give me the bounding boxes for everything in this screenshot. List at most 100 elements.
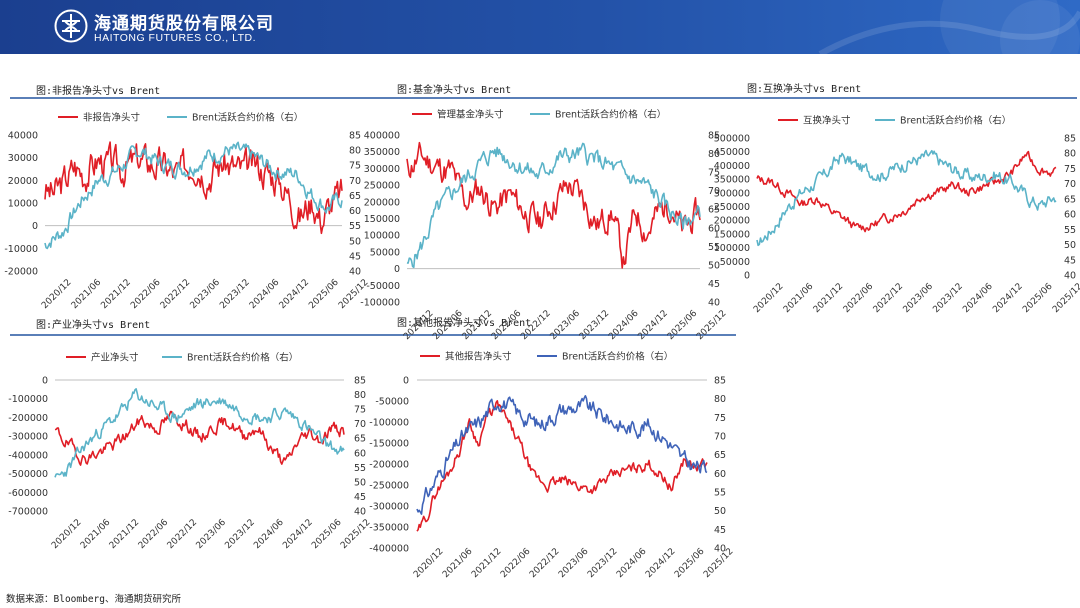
banner-decoration-icon: [818, 0, 1080, 54]
left-axis-tick: -200000: [369, 460, 409, 471]
x-axis-tick: 2022/12: [872, 282, 906, 316]
right-axis-tick: 80: [714, 394, 726, 405]
left-axis-tick: 250000: [714, 202, 750, 213]
x-axis-tick: 2023/12: [218, 278, 252, 312]
right-axis-tick: 85: [1064, 134, 1076, 145]
right-axis-tick: 65: [708, 205, 720, 216]
left-axis-tick: -600000: [8, 488, 48, 499]
chart-title-producer: 图:产业净头寸vs Brent: [36, 320, 151, 331]
left-axis-tick: 100000: [714, 243, 750, 254]
x-axis-tick: 2023/12: [223, 518, 257, 552]
series-line-position: [416, 399, 708, 532]
left-axis-tick: 150000: [714, 229, 750, 240]
right-axis-tick: 55: [708, 242, 720, 253]
section-divider-top: [10, 97, 1077, 99]
right-axis-tick: 65: [354, 434, 366, 445]
legend-label: 产业净头寸: [91, 352, 139, 364]
x-axis-tick: 2021/06: [79, 517, 113, 551]
chart-producer: -700000 -600000 -500000 -400000 -300000 -2000…: [8, 352, 372, 552]
x-axis-tick: 2025/06: [1021, 281, 1055, 315]
x-axis-tick: 2022/06: [490, 308, 524, 342]
x-axis-tick: 2021/06: [70, 277, 104, 311]
right-axis-tick: 40: [1064, 271, 1076, 282]
left-axis-tick: 0: [394, 264, 400, 275]
left-axis-tick: 200000: [714, 216, 750, 227]
left-axis-tick: 20000: [8, 176, 38, 187]
right-axis-tick: 85: [354, 376, 366, 387]
legend-label: 管理基金净头寸: [437, 109, 504, 121]
x-axis-tick: 2024/06: [607, 308, 641, 342]
left-axis-tick: 150000: [364, 214, 400, 225]
series-line-position: [44, 141, 343, 235]
x-axis-tick: 2022/12: [528, 547, 562, 581]
right-axis-tick: 75: [354, 405, 366, 416]
x-axis-tick: 2023/06: [189, 277, 223, 311]
right-axis-tick: 45: [708, 279, 720, 290]
x-axis-tick: 2020/12: [50, 518, 84, 552]
chart-title-nonreport: 图:非报告净头寸vs Brent: [36, 86, 161, 97]
right-axis-tick: 55: [714, 488, 726, 499]
x-axis-tick: 2021/06: [431, 308, 465, 342]
left-axis-tick: 0: [403, 376, 409, 387]
x-axis-tick: 2025/06: [666, 308, 700, 342]
right-axis-tick: 50: [714, 506, 726, 517]
right-axis-tick: 45: [714, 525, 726, 536]
right-axis-tick: 60: [349, 206, 361, 217]
left-axis-tick: -100000: [360, 298, 400, 309]
chart-title-swap: 图:互换净头寸vs Brent: [747, 84, 862, 95]
left-axis-tick: 300000: [364, 164, 400, 175]
right-axis-tick: 45: [354, 492, 366, 503]
legend-label: Brent活跃合约价格（右）: [900, 115, 1011, 127]
left-axis-tick: 450000: [714, 147, 750, 158]
right-axis-tick: 55: [1064, 225, 1076, 236]
x-axis-tick: 2023/12: [586, 547, 620, 581]
x-axis-tick: 2022/12: [166, 518, 200, 552]
x-axis-tick: 2021/06: [441, 546, 475, 580]
left-axis-tick: -10000: [4, 244, 38, 255]
left-axis-tick: 350000: [364, 147, 400, 158]
left-axis-tick: 250000: [364, 181, 400, 192]
right-axis-tick: 40: [714, 544, 726, 555]
x-axis-tick: 2021/12: [108, 518, 142, 552]
x-axis-tick: 2024/12: [281, 518, 315, 552]
left-axis-tick: 300000: [714, 188, 750, 199]
chart-title-managed: 图:基金净头寸vs Brent: [397, 85, 512, 96]
x-axis-tick: 2025/12: [1051, 282, 1080, 316]
right-axis-tick: 50: [1064, 240, 1076, 251]
x-axis-tick: 2021/06: [782, 281, 816, 315]
right-axis-tick: 75: [714, 413, 726, 424]
left-axis-tick: 10000: [8, 199, 38, 210]
x-axis-tick: 2024/06: [961, 281, 995, 315]
right-axis-tick: 60: [708, 223, 720, 234]
left-axis-tick: 400000: [364, 131, 400, 142]
x-axis-tick: 2025/06: [673, 546, 707, 580]
series-line-position: [756, 150, 1057, 233]
left-axis-tick: -400000: [8, 450, 48, 461]
right-axis-tick: 60: [354, 448, 366, 459]
x-axis-tick: 2025/12: [339, 518, 373, 552]
left-axis-tick: -350000: [369, 523, 409, 534]
x-axis-tick: 2024/12: [636, 309, 670, 343]
series-line-brent: [54, 387, 345, 478]
right-axis-tick: 75: [1064, 164, 1076, 175]
legend-label: Brent活跃合约价格（右）: [192, 112, 303, 124]
x-axis-tick: 2024/06: [248, 277, 282, 311]
right-axis-tick: 50: [354, 477, 366, 488]
left-axis-tick: 50000: [370, 247, 400, 258]
x-axis-tick: 2023/06: [549, 308, 583, 342]
right-axis-tick: 70: [714, 432, 726, 443]
right-axis-tick: 80: [354, 390, 366, 401]
left-axis-tick: 0: [42, 376, 48, 387]
left-axis-tick: 400000: [714, 161, 750, 172]
x-axis-tick: 2021/12: [812, 282, 846, 316]
left-axis-tick: 30000: [8, 153, 38, 164]
legend-label: 其他报告净头寸: [445, 351, 512, 363]
x-axis-tick: 2023/12: [578, 309, 612, 343]
chart-swap: 0 50000 100000 150000 200000 250000 300000 3500…: [714, 115, 1080, 316]
left-axis-tick: 100000: [364, 231, 400, 242]
x-axis-tick: 2025/12: [695, 309, 729, 343]
series-line-brent: [44, 141, 343, 250]
right-axis-tick: 45: [349, 251, 361, 262]
left-axis-tick: -20000: [4, 267, 38, 278]
left-axis-tick: -50000: [375, 397, 409, 408]
